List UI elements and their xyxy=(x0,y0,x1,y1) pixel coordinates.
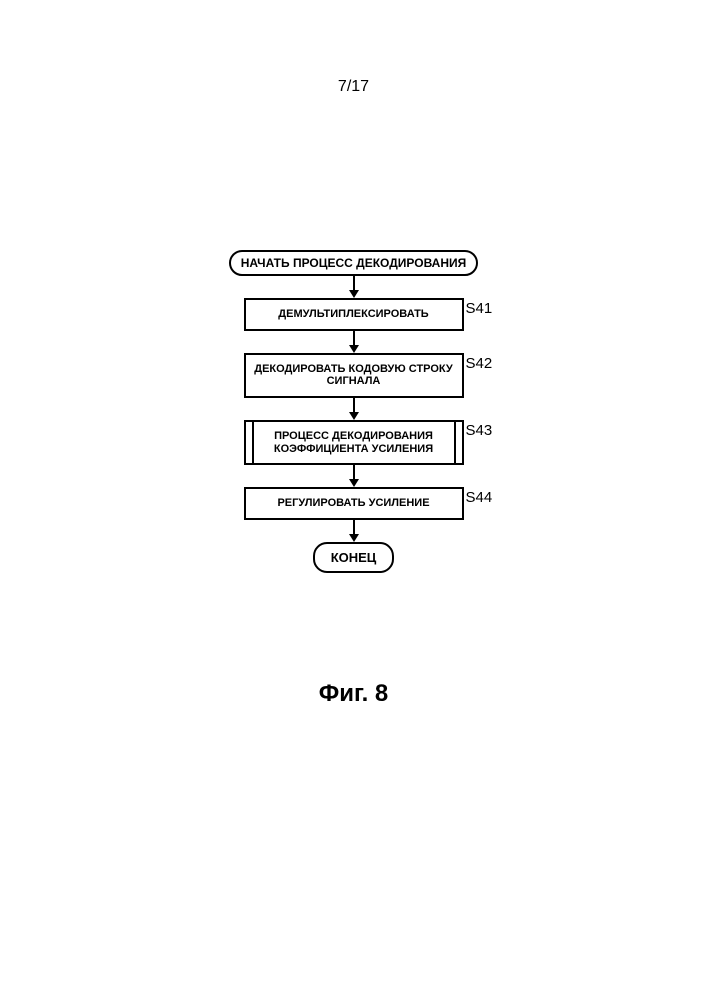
step-s43-label: S43 xyxy=(466,422,493,439)
arrow xyxy=(349,520,359,542)
arrow xyxy=(349,276,359,298)
start-terminator: НАЧАТЬ ПРОЦЕСС ДЕКОДИРОВАНИЯ xyxy=(229,250,479,276)
step-s41-row: ДЕМУЛЬТИПЛЕКСИРОВАТЬ S41 xyxy=(0,298,707,331)
step-s44-row: РЕГУЛИРОВАТЬ УСИЛЕНИЕ S44 xyxy=(0,487,707,520)
figure-caption: Фиг. 8 xyxy=(0,680,707,708)
step-s42-label: S42 xyxy=(466,355,493,372)
step-s43-row: ПРОЦЕСС ДЕКОДИРОВАНИЯ КОЭФФИЦИЕНТА УСИЛЕ… xyxy=(0,420,707,465)
step-s44: РЕГУЛИРОВАТЬ УСИЛЕНИЕ xyxy=(244,487,464,520)
step-s42-row: ДЕКОДИРОВАТЬ КОДОВУЮ СТРОКУ СИГНАЛА S42 xyxy=(0,353,707,398)
end-terminator: КОНЕЦ xyxy=(313,542,395,573)
step-s42: ДЕКОДИРОВАТЬ КОДОВУЮ СТРОКУ СИГНАЛА xyxy=(244,353,464,398)
page-number: 7/17 xyxy=(0,78,707,96)
step-s41-label: S41 xyxy=(466,300,493,317)
arrow xyxy=(349,331,359,353)
step-s41: ДЕМУЛЬТИПЛЕКСИРОВАТЬ xyxy=(244,298,464,331)
arrow xyxy=(349,398,359,420)
flowchart: НАЧАТЬ ПРОЦЕСС ДЕКОДИРОВАНИЯ ДЕМУЛЬТИПЛЕ… xyxy=(0,250,707,573)
step-s43: ПРОЦЕСС ДЕКОДИРОВАНИЯ КОЭФФИЦИЕНТА УСИЛЕ… xyxy=(244,420,464,465)
step-s44-label: S44 xyxy=(466,489,493,506)
arrow xyxy=(349,465,359,487)
